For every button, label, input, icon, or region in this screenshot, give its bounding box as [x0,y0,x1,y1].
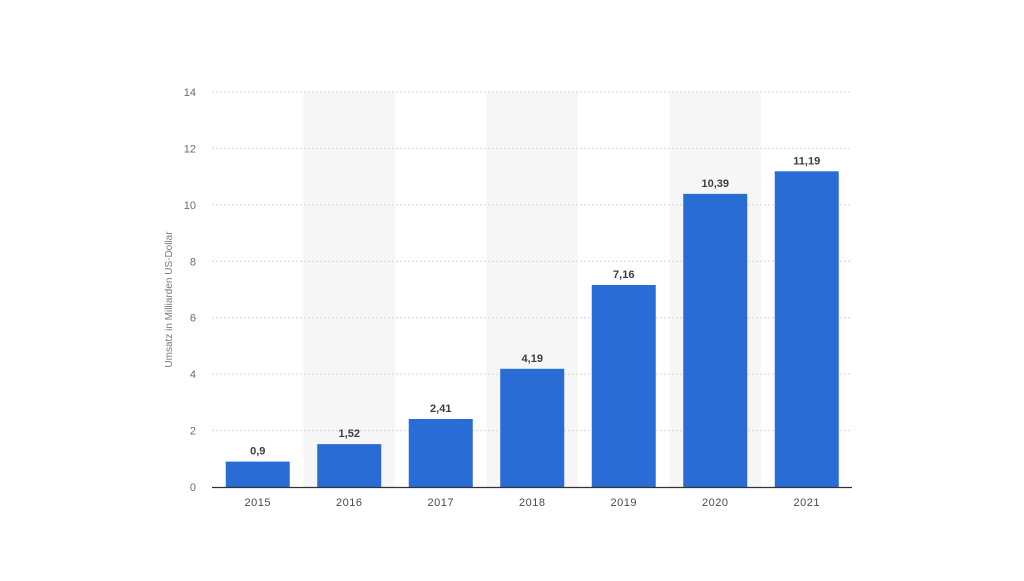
y-axis-title: Umsatz in Milliarden US-Dollar [164,231,175,368]
data-label: 4,19 [522,353,543,365]
bar-2020 [683,193,748,487]
y-tick-label: 2 [190,426,196,438]
bar-2017 [408,419,473,487]
y-tick-label: 10 [184,200,196,212]
data-labels: 0,9 1,52 2,41 4,19 7,16 10,39 11,19 [250,155,820,457]
x-tick-label: 2020 [702,497,728,509]
bar-2018 [500,368,565,487]
y-tick-label: 14 [184,87,196,99]
data-label: 2,41 [430,403,451,415]
data-label: 0,9 [250,446,265,458]
y-tick-label: 0 [190,482,196,494]
data-label: 7,16 [613,269,634,281]
x-tick-label: 2015 [245,497,271,509]
bar-2019 [591,284,656,487]
bar-2021 [774,171,839,487]
background-band [303,92,395,487]
y-tick-label: 4 [190,369,196,381]
data-label: 1,52 [339,428,360,440]
y-tick-label: 8 [190,256,196,268]
x-tick-label: 2018 [519,497,545,509]
x-tick-label: 2019 [611,497,637,509]
bar-2016 [317,444,382,487]
data-label: 10,39 [701,178,729,190]
bar-2015 [225,461,290,487]
x-tick-label: 2021 [794,497,820,509]
x-axis-ticks: 2015 2016 2017 2018 2019 2020 2021 [245,497,820,509]
x-tick-label: 2017 [428,497,454,509]
bars [225,171,839,487]
x-tick-label: 2016 [336,497,362,509]
y-tick-label: 12 [184,143,196,155]
data-label: 11,19 [793,155,820,167]
y-tick-label: 6 [190,313,196,325]
y-axis-ticks: 0 2 4 6 8 10 12 14 [184,87,196,494]
